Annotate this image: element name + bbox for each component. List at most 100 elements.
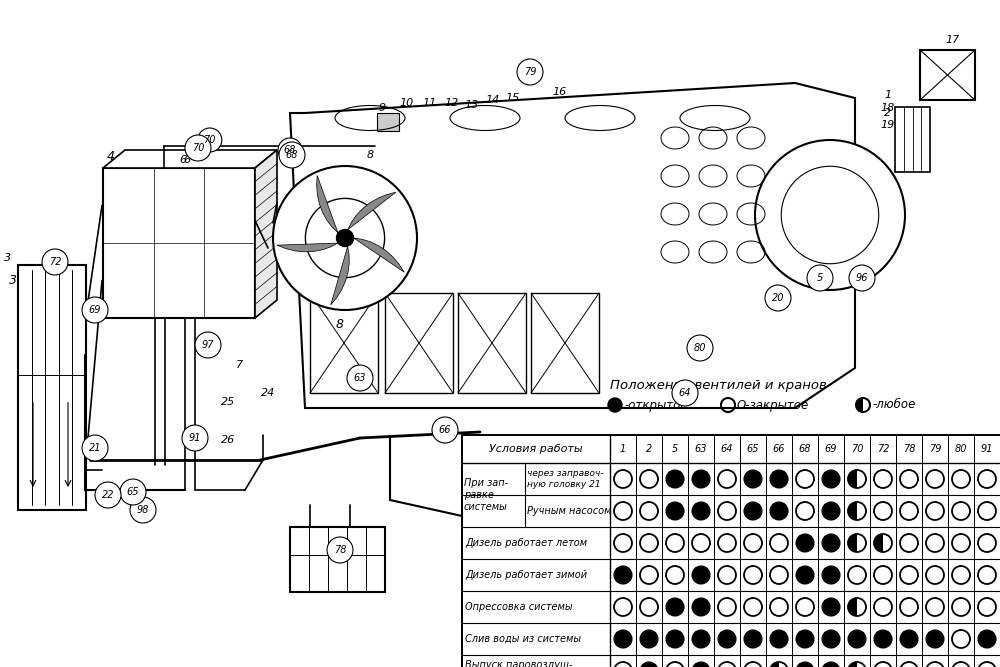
Text: 79: 79: [524, 67, 536, 77]
Circle shape: [978, 534, 996, 552]
Text: 78: 78: [903, 444, 915, 454]
Text: 72: 72: [49, 257, 61, 267]
Circle shape: [822, 662, 840, 667]
Circle shape: [848, 566, 866, 584]
Bar: [462, 435, 1000, 667]
Circle shape: [614, 534, 632, 552]
Circle shape: [822, 566, 840, 584]
Circle shape: [796, 662, 814, 667]
Circle shape: [744, 470, 762, 488]
Circle shape: [926, 598, 944, 616]
Circle shape: [672, 380, 698, 406]
Circle shape: [978, 598, 996, 616]
Circle shape: [770, 566, 788, 584]
Circle shape: [900, 598, 918, 616]
Text: Дизель работает зимой: Дизель работает зимой: [465, 570, 587, 580]
Circle shape: [517, 59, 543, 85]
Text: 23: 23: [483, 435, 497, 445]
Circle shape: [952, 470, 970, 488]
Circle shape: [978, 630, 996, 648]
Text: 26: 26: [221, 435, 235, 445]
Circle shape: [952, 502, 970, 520]
Circle shape: [900, 470, 918, 488]
Circle shape: [185, 135, 211, 161]
Circle shape: [718, 502, 736, 520]
Circle shape: [874, 662, 892, 667]
Circle shape: [926, 566, 944, 584]
Wedge shape: [856, 398, 863, 412]
Text: 65: 65: [747, 444, 759, 454]
Polygon shape: [354, 238, 404, 272]
Circle shape: [978, 662, 996, 667]
Text: 68: 68: [284, 145, 296, 155]
Bar: [103, 168, 255, 318]
Text: Слив воды из системы: Слив воды из системы: [465, 634, 581, 644]
Circle shape: [765, 285, 791, 311]
Text: 78: 78: [334, 545, 346, 555]
Text: 96: 96: [856, 273, 868, 283]
Circle shape: [770, 534, 788, 552]
Text: Условия работы: Условия работы: [489, 444, 583, 454]
Text: 3: 3: [9, 273, 17, 287]
Circle shape: [614, 662, 632, 667]
Circle shape: [848, 502, 866, 520]
Bar: [895, 107, 930, 172]
Circle shape: [822, 630, 840, 648]
Circle shape: [926, 630, 944, 648]
Text: При зап-
равке
системы: При зап- равке системы: [464, 478, 508, 512]
Text: 66: 66: [773, 444, 785, 454]
Circle shape: [614, 566, 632, 584]
Circle shape: [640, 502, 658, 520]
Circle shape: [926, 470, 944, 488]
Text: 72: 72: [877, 444, 889, 454]
Circle shape: [666, 470, 684, 488]
Text: 18: 18: [881, 103, 895, 113]
Circle shape: [822, 470, 840, 488]
Text: 5: 5: [672, 444, 678, 454]
Circle shape: [874, 630, 892, 648]
Circle shape: [692, 534, 710, 552]
Text: 8: 8: [336, 317, 344, 331]
Circle shape: [952, 566, 970, 584]
Text: 16: 16: [553, 87, 567, 97]
Text: 24: 24: [261, 388, 275, 398]
Text: 10: 10: [400, 98, 414, 108]
Wedge shape: [848, 662, 857, 667]
Text: 98: 98: [137, 505, 149, 515]
Circle shape: [614, 598, 632, 616]
Wedge shape: [848, 598, 857, 616]
Circle shape: [744, 566, 762, 584]
Circle shape: [770, 502, 788, 520]
Circle shape: [796, 502, 814, 520]
Text: 65: 65: [127, 487, 139, 497]
Text: Выпуск паровоздуш-
ной смеси: Выпуск паровоздуш- ной смеси: [465, 660, 572, 667]
Text: Ручным насосом: Ручным насосом: [527, 506, 612, 516]
Circle shape: [848, 534, 866, 552]
Circle shape: [640, 470, 658, 488]
Bar: [385, 293, 453, 393]
Text: 6: 6: [179, 155, 187, 165]
Circle shape: [796, 470, 814, 488]
Text: 64: 64: [721, 444, 733, 454]
Circle shape: [874, 502, 892, 520]
Circle shape: [195, 332, 221, 358]
Circle shape: [952, 662, 970, 667]
Text: Положение вентилей и кранов: Положение вентилей и кранов: [610, 378, 827, 392]
Polygon shape: [277, 243, 338, 252]
Polygon shape: [103, 150, 277, 168]
Circle shape: [130, 497, 156, 523]
Circle shape: [718, 630, 736, 648]
Circle shape: [336, 229, 354, 247]
Text: 70: 70: [192, 143, 204, 153]
Text: 63: 63: [354, 373, 366, 383]
Text: 66: 66: [439, 425, 451, 435]
Circle shape: [822, 534, 840, 552]
Circle shape: [640, 534, 658, 552]
Circle shape: [926, 502, 944, 520]
Circle shape: [770, 598, 788, 616]
Bar: [18, 265, 86, 510]
Bar: [458, 293, 526, 393]
Circle shape: [614, 502, 632, 520]
Circle shape: [822, 598, 840, 616]
Text: 19: 19: [881, 120, 895, 130]
